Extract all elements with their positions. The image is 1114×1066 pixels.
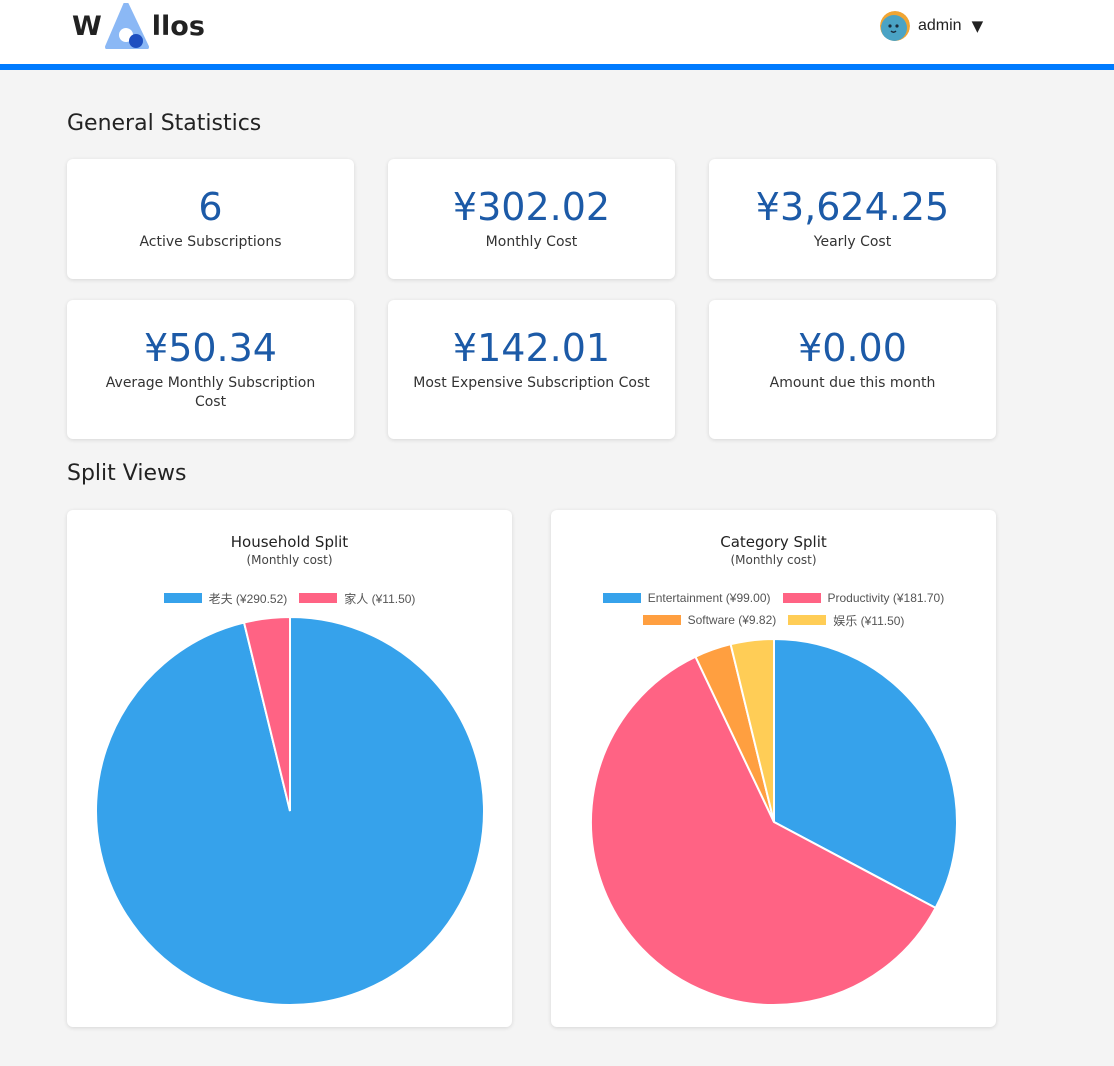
legend-swatch <box>788 615 827 625</box>
legend-item[interactable]: Software (¥9.82) <box>642 613 777 627</box>
legend-label: 娱乐 (¥11.50) <box>833 613 905 628</box>
legend-item[interactable]: 家人 (¥11.50) <box>299 590 415 607</box>
stat-value: 6 <box>198 185 223 229</box>
pie-slice[interactable] <box>590 655 937 1006</box>
pie-slice[interactable] <box>729 637 775 823</box>
legend-swatch <box>163 593 202 603</box>
legend-label: 家人 (¥11.50) <box>344 591 416 606</box>
stat-label: Yearly Cost <box>813 234 892 250</box>
stat-label: Most Expensive Subscription Cost <box>413 375 650 391</box>
stat-card-monthly-cost: ¥302.02 Monthly Cost <box>388 159 675 279</box>
stat-value: ¥3,624.25 <box>755 185 950 229</box>
legend-label: 老夫 (¥290.52) <box>208 591 288 606</box>
legend-item[interactable]: Productivity (¥181.70) <box>782 591 945 605</box>
stat-label: Average Monthly Subscription Cost <box>105 375 316 410</box>
legend-label: Software (¥9.82) <box>687 613 777 627</box>
dropdown-caret-icon[interactable]: ▼ <box>971 17 984 35</box>
legend-swatch <box>782 593 821 603</box>
chart-title: Household Split <box>230 533 349 551</box>
legend-item[interactable]: Entertainment (¥99.00) <box>602 591 771 605</box>
household-pie-chart <box>95 615 485 1006</box>
stat-card-yearly-cost: ¥3,624.25 Yearly Cost <box>709 159 996 279</box>
household-split-card: Household Split (Monthly cost) 老夫 (¥290.… <box>67 510 512 1027</box>
avatar[interactable] <box>880 11 910 41</box>
category-pie-chart <box>590 637 958 1006</box>
pie-slice[interactable] <box>242 615 291 812</box>
logo-text-left: W <box>72 10 102 42</box>
stat-card-amount-due: ¥0.00 Amount due this month <box>709 300 996 439</box>
legend-swatch <box>602 593 641 603</box>
username: admin <box>918 17 962 34</box>
stat-value: ¥302.02 <box>452 185 611 229</box>
header-accent-bar <box>0 64 1114 70</box>
chart-subtitle: (Monthly cost) <box>730 553 817 567</box>
pie-slice[interactable] <box>773 637 958 910</box>
stat-card-average-monthly-cost: ¥50.34 Average Monthly Subscription Cost <box>67 300 354 439</box>
avatar-face-icon <box>880 11 910 41</box>
stat-card-most-expensive-cost: ¥142.01 Most Expensive Subscription Cost <box>388 300 675 439</box>
app-header: W llos admin ▼ <box>0 0 1114 64</box>
legend-swatch <box>642 615 681 625</box>
chart-subtitle: (Monthly cost) <box>246 553 333 567</box>
legend-label: Entertainment (¥99.00) <box>647 591 771 605</box>
stat-value: ¥142.01 <box>452 326 611 370</box>
wallos-logo[interactable]: W llos <box>72 2 205 50</box>
legend-label: Productivity (¥181.70) <box>827 591 945 605</box>
stat-value: ¥50.34 <box>144 326 277 370</box>
logo-mark-icon <box>104 3 149 49</box>
logo-text-right: llos <box>151 10 205 42</box>
chart-title: Category Split <box>720 533 827 551</box>
stat-label: Active Subscriptions <box>139 234 282 250</box>
legend-item[interactable]: 老夫 (¥290.52) <box>163 590 288 607</box>
user-menu[interactable]: admin ▼ <box>880 10 983 42</box>
stat-label: Monthly Cost <box>485 234 578 250</box>
legend-swatch <box>299 593 338 603</box>
split-views-title: Split Views <box>67 461 187 486</box>
category-split-card: Category Split (Monthly cost) Entertainm… <box>551 510 996 1027</box>
chart-legend: 老夫 (¥290.52) 家人 (¥11.50) <box>67 587 512 609</box>
general-statistics-title: General Statistics <box>67 111 262 136</box>
chart-legend: Entertainment (¥99.00) Productivity (¥18… <box>551 587 996 631</box>
stat-card-active-subscriptions: 6 Active Subscriptions <box>67 159 354 279</box>
legend-item[interactable]: 娱乐 (¥11.50) <box>788 612 904 629</box>
stat-label: Amount due this month <box>769 375 936 391</box>
stat-value: ¥0.00 <box>798 326 907 370</box>
